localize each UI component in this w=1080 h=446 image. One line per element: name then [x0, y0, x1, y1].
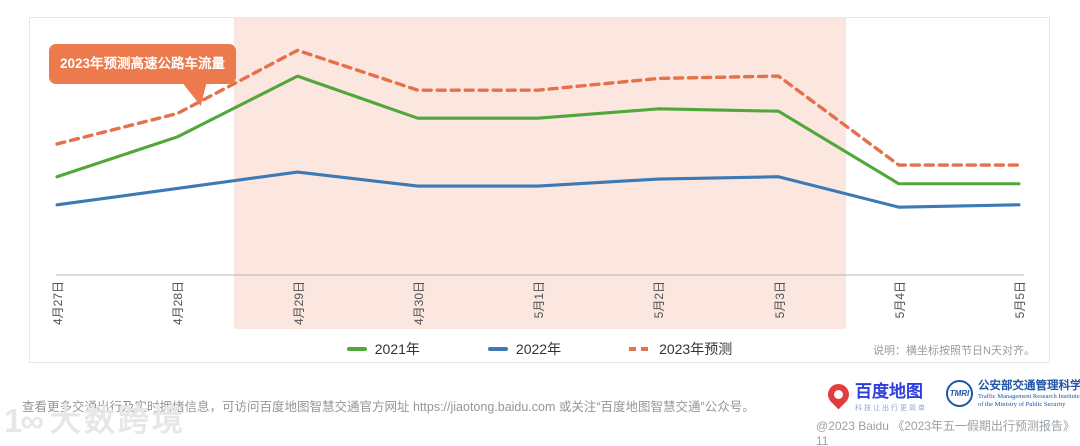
legend-label: 2022年 [515, 341, 562, 357]
watermark-logo-icon: 1∞ [4, 402, 44, 439]
series-line-2023年预测 [55, 48, 1021, 167]
traffic-line-chart [55, 48, 1024, 276]
legend-item-2023年预测: 2023年预测 [629, 339, 732, 359]
legend-marker-icon [487, 347, 508, 351]
x-axis-label: 5月3日 [772, 281, 787, 319]
tmri-subtitle-line1: Traffic Management Research Institute [978, 393, 1080, 400]
tmri-title: 公安部交通管理科学研究所 [978, 380, 1080, 392]
series-line-2021年 [55, 74, 1021, 186]
tmri-abbr: TMRI [949, 389, 970, 398]
holiday-highlight-region [234, 18, 846, 329]
chart-legend: 2021年 2022年 2023年预测 [30, 339, 1049, 359]
x-axis-label: 5月2日 [652, 281, 667, 319]
footer-info-text: 查看更多交通出行及实时拥堵信息，可访问百度地图智慧交通官方网址 https://… [22, 400, 755, 414]
tmri-logo: TMRI 公安部交通管理科学研究所 Traffic Management Res… [946, 380, 1080, 408]
tmri-logo-icon: TMRI [946, 380, 973, 407]
legend-marker-icon [346, 347, 367, 351]
x-axis-label: 4月27日 [51, 281, 65, 326]
baidu-maps-logo: 百度地图 科技让出行更简单 [823, 379, 927, 413]
series-line-2022年 [55, 170, 1021, 209]
legend-label: 2021年 [374, 341, 420, 357]
x-axis-label: 5月4日 [892, 281, 907, 319]
x-axis-label: 4月29日 [291, 281, 306, 326]
x-axis-label: 4月28日 [171, 281, 186, 326]
baidu-logo-tagline: 科技让出行更简单 [855, 405, 927, 412]
chart-card: 2023年预测高速公路车流量 4月27日 4月28日 4月29日 4月30日 5月1日 5… [29, 17, 1050, 363]
baidu-logo-title: 百度地图 [855, 382, 923, 401]
legend-label: 2023年预测 [659, 341, 733, 357]
baidu-map-pin-icon [823, 379, 854, 410]
x-axis-label: 5月1日 [532, 281, 546, 319]
watermark-label: 大数跨境 [49, 403, 186, 438]
watermark: 1∞ 大数跨境 [4, 401, 186, 441]
legend-marker-icon [629, 347, 652, 351]
legend-item-2022年: 2022年 [487, 339, 562, 359]
x-axis-label: 4月30日 [411, 281, 426, 326]
forecast-callout-label: 2023年预测高速公路车流量 [60, 56, 226, 71]
chart-note: 说明：横坐标按照节日N天对齐。 [873, 345, 1035, 357]
x-axis-label: 5月5日 [1013, 281, 1027, 319]
legend-item-2021年: 2021年 [346, 339, 420, 359]
forecast-callout: 2023年预测高速公路车流量 [49, 44, 237, 106]
tmri-subtitle-line2: of the Ministry of Public Security [978, 400, 1066, 408]
copyright-text: @2023 Baidu 《2023年五一假期出行预测报告》11 [816, 419, 1075, 446]
